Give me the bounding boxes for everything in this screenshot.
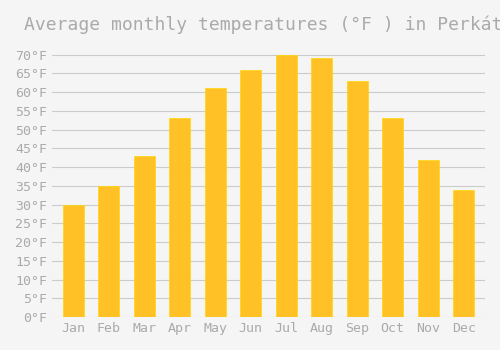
Bar — [276, 55, 297, 317]
Bar — [169, 118, 190, 317]
Bar — [62, 205, 84, 317]
Bar — [204, 89, 226, 317]
Bar — [98, 186, 120, 317]
Bar — [240, 70, 262, 317]
Bar — [134, 156, 155, 317]
Bar — [418, 160, 439, 317]
Bar — [453, 190, 474, 317]
Bar — [382, 118, 404, 317]
Bar — [346, 81, 368, 317]
Title: Average monthly temperatures (°F ) in Perkáta: Average monthly temperatures (°F ) in Pe… — [24, 15, 500, 34]
Bar — [311, 58, 332, 317]
